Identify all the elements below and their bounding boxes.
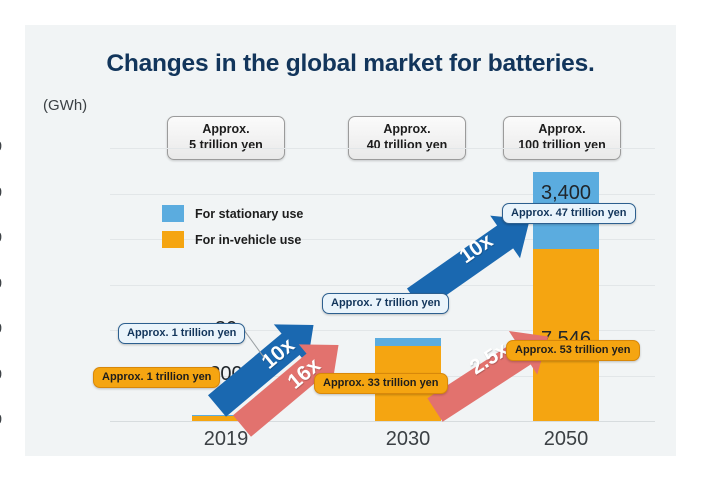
y-tick-10000: 10,000 — [0, 185, 2, 201]
gridline-0 — [110, 421, 655, 422]
legend-swatch-icon-stationary — [162, 205, 184, 222]
x-tick-2019: 2019 — [203, 428, 249, 450]
y-tick-4000: 4,000 — [0, 321, 2, 337]
legend: For stationary use For in-vehicle use — [162, 205, 303, 257]
category-total-box-2019: Approx. 5 trillion yen — [167, 116, 285, 161]
y-tick-12000: 12,000 — [0, 139, 2, 155]
callout-2050-in-vehicle: Approx. 53 trillion yen — [506, 340, 640, 361]
y-axis-unit-label: (GWh) — [43, 97, 88, 114]
callout-2019-in-vehicle: Approx. 1 trillion yen — [93, 367, 221, 388]
legend-label-in-vehicle: For in-vehicle use — [195, 232, 302, 247]
growth-arrow-stationary-2019-2030 — [203, 310, 363, 420]
growth-arrow-in-vehicle-2019-2030 — [228, 330, 388, 440]
gridline-10000 — [110, 193, 655, 195]
growth-arrow-stationary-2030-2050 — [405, 200, 575, 320]
y-tick-6000: 6,000 — [0, 276, 2, 292]
category-total-box-2030: Approx. 40 trillion yen — [348, 116, 466, 161]
bar-2019-in-vehicle — [192, 416, 260, 421]
callout-2030-stationary: Approx. 7 trillion yen — [322, 293, 450, 314]
gridline-12000 — [110, 148, 655, 149]
bar-2030-stationary — [375, 337, 441, 346]
legend-label-stationary: For stationary use — [195, 206, 304, 221]
chart-card: Changes in the global market for batteri… — [0, 25, 676, 456]
value-label-2050-stationary: 3,400 — [540, 182, 592, 204]
growth-arrow-in-vehicle-2030-2050 — [425, 310, 595, 430]
gridline-4000 — [110, 330, 655, 331]
y-tick-8000: 8,000 — [0, 230, 2, 246]
y-tick-0: 0 — [0, 412, 2, 428]
bar-2050-in-vehicle — [533, 249, 599, 421]
callout-2050-stationary: Approx. 47 trillion yen — [502, 203, 636, 224]
legend-item-in-vehicle: For in-vehicle use — [162, 231, 303, 248]
legend-item-stationary: For stationary use — [162, 205, 303, 222]
x-tick-2030: 2030 — [385, 428, 431, 450]
callout-2030-in-vehicle: Approx. 33 trillion yen — [314, 373, 448, 394]
x-tick-2050: 2050 — [543, 428, 589, 450]
category-total-line1: Approx. — [202, 122, 250, 136]
legend-swatch-icon-in-vehicle — [162, 231, 184, 248]
category-total-line1: Approx. — [383, 122, 431, 136]
chart-title: Changes in the global market for batteri… — [106, 50, 595, 77]
gridline-8000 — [110, 239, 655, 240]
callout-2019-stationary: Approx. 1 trillion yen — [118, 323, 246, 344]
category-total-line1: Approx. — [538, 122, 586, 136]
y-tick-2000: 2,000 — [0, 367, 2, 383]
gridline-6000 — [110, 284, 655, 286]
